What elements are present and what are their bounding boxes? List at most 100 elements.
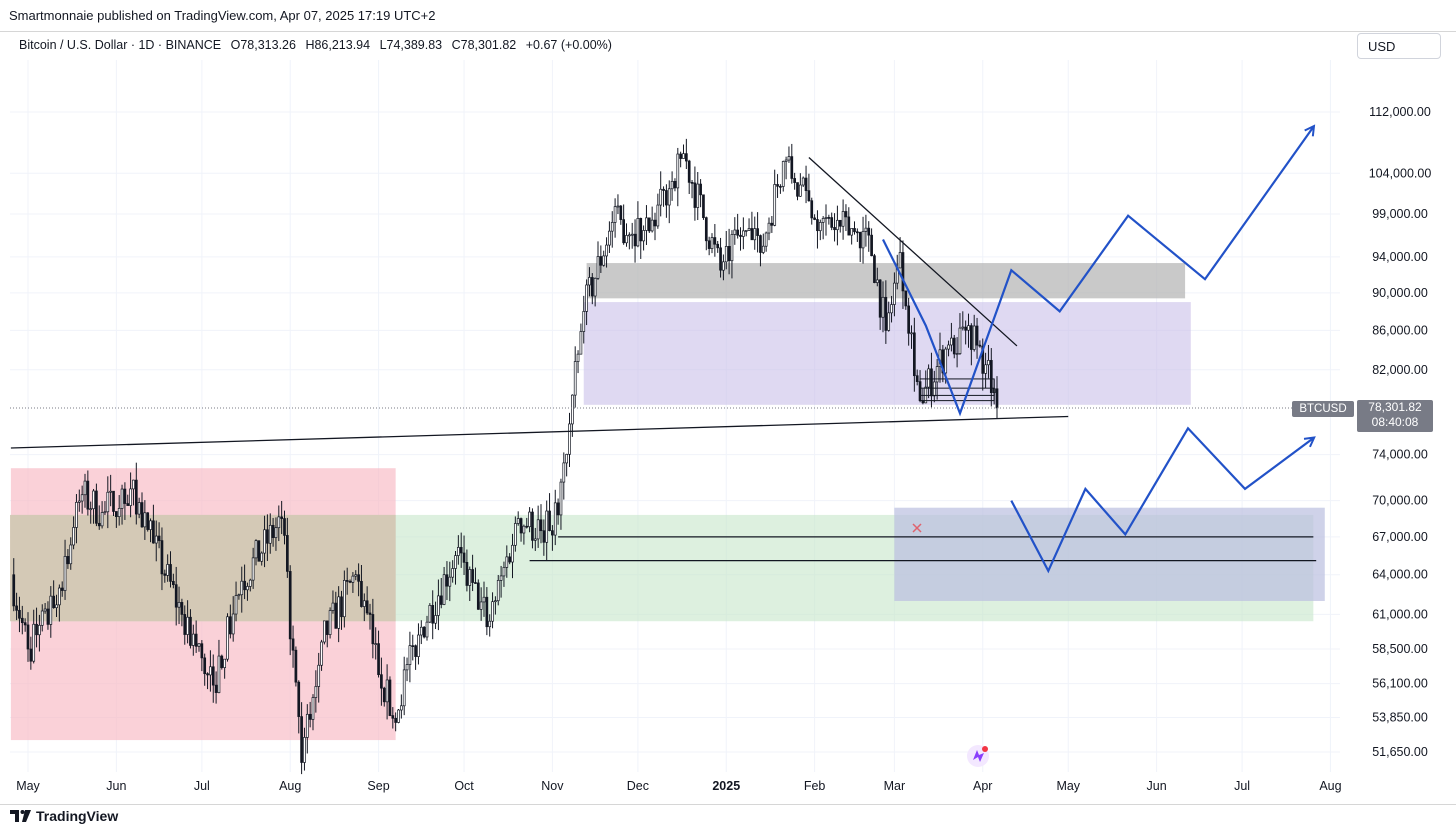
- candle-body: [15, 605, 18, 611]
- candle-body: [251, 557, 255, 581]
- candle-body: [855, 231, 859, 234]
- candle-body: [254, 540, 258, 559]
- candle-body: [348, 580, 352, 583]
- candle-body: [687, 160, 691, 183]
- candle-body: [323, 620, 326, 643]
- ohlc-low: L74,389.83: [379, 38, 443, 52]
- candle-body: [280, 516, 283, 519]
- candle-body: [374, 643, 378, 645]
- candle-body: [46, 608, 50, 625]
- candle-body: [961, 326, 965, 329]
- candle-body: [821, 218, 825, 223]
- candle-body: [984, 364, 987, 374]
- candle-body: [724, 246, 728, 263]
- candle-body: [599, 256, 603, 266]
- candle-body: [368, 612, 372, 615]
- candle-body: [844, 211, 848, 218]
- candle-body: [26, 624, 30, 650]
- candle-body: [505, 556, 509, 568]
- candle-body: [291, 638, 295, 651]
- candle-body: [459, 547, 463, 554]
- candle-body: [756, 228, 759, 236]
- candle-body: [608, 230, 611, 246]
- candle-body: [830, 217, 834, 228]
- candle-body: [901, 252, 905, 292]
- candle-body: [180, 602, 184, 615]
- candle-body: [35, 623, 38, 636]
- candle-body: [174, 584, 178, 608]
- candle-body: [60, 587, 64, 591]
- candle-body: [137, 502, 141, 515]
- candle-body: [588, 277, 591, 286]
- candle-body: [975, 325, 979, 346]
- candle-body: [328, 610, 332, 635]
- candle-body: [471, 569, 474, 583]
- candle-body: [337, 596, 340, 629]
- candle-body: [679, 153, 683, 159]
- candle-body: [55, 604, 58, 609]
- candle-body: [804, 177, 808, 192]
- candle-body: [431, 605, 435, 624]
- candle-body: [297, 681, 301, 717]
- currency-button[interactable]: USD: [1357, 33, 1441, 59]
- bearish-projection: [1010, 426, 1313, 574]
- candle-body: [576, 353, 580, 362]
- candle-body: [220, 655, 224, 668]
- candle-body: [522, 525, 526, 534]
- candle-body: [622, 219, 626, 244]
- candle-body: [400, 705, 403, 711]
- chart-frame: [0, 31, 1456, 805]
- candle-body: [665, 190, 668, 206]
- candle-body: [727, 246, 731, 262]
- candle-body: [981, 345, 985, 374]
- candle-body: [274, 527, 278, 538]
- candle-body: [231, 613, 235, 635]
- candle-body: [625, 235, 628, 244]
- candle-body: [237, 594, 241, 597]
- candle-body: [166, 564, 169, 576]
- candle-body: [77, 500, 81, 503]
- x-tick-label: Feb: [804, 779, 826, 793]
- footer-brand[interactable]: TradingView: [10, 808, 118, 824]
- candle-body: [519, 518, 523, 534]
- candle-body: [454, 555, 457, 569]
- candle-body: [513, 523, 517, 546]
- candle-body: [796, 182, 799, 197]
- candle-body: [43, 608, 47, 612]
- candle-body: [747, 228, 751, 231]
- candle-body: [143, 512, 147, 528]
- candle-body: [277, 516, 281, 529]
- bullish-projection: [882, 127, 1313, 417]
- x-tick-label: Oct: [454, 779, 474, 793]
- y-tick-label: 90,000.00: [1372, 286, 1428, 300]
- ai-sparkle-icon[interactable]: [967, 745, 989, 767]
- candle-body: [38, 624, 41, 636]
- candle-body: [488, 620, 492, 628]
- candle-body: [365, 600, 369, 614]
- candle-body: [781, 161, 785, 187]
- candle-body: [97, 522, 101, 527]
- candle-body: [770, 222, 774, 226]
- candle-body: [682, 153, 685, 159]
- candle-body: [117, 508, 121, 517]
- candle-body: [482, 596, 486, 603]
- candle-body: [636, 218, 640, 247]
- candle-body: [533, 538, 537, 541]
- y-tick-label: 67,000.00: [1372, 530, 1428, 544]
- candle-body: [439, 595, 443, 605]
- candle-body: [964, 326, 968, 331]
- candle-body: [214, 684, 218, 693]
- candle-body: [707, 240, 711, 249]
- candle-body: [134, 479, 138, 515]
- candle-body: [511, 544, 514, 563]
- candle-body: [542, 530, 546, 543]
- candle-body: [496, 580, 500, 602]
- candle-body: [699, 183, 702, 196]
- candle-body: [95, 490, 98, 524]
- candle-body: [818, 222, 822, 232]
- candle-body: [536, 519, 540, 540]
- candle-body: [246, 586, 249, 591]
- candle-body: [149, 520, 152, 530]
- candle-body: [915, 375, 919, 382]
